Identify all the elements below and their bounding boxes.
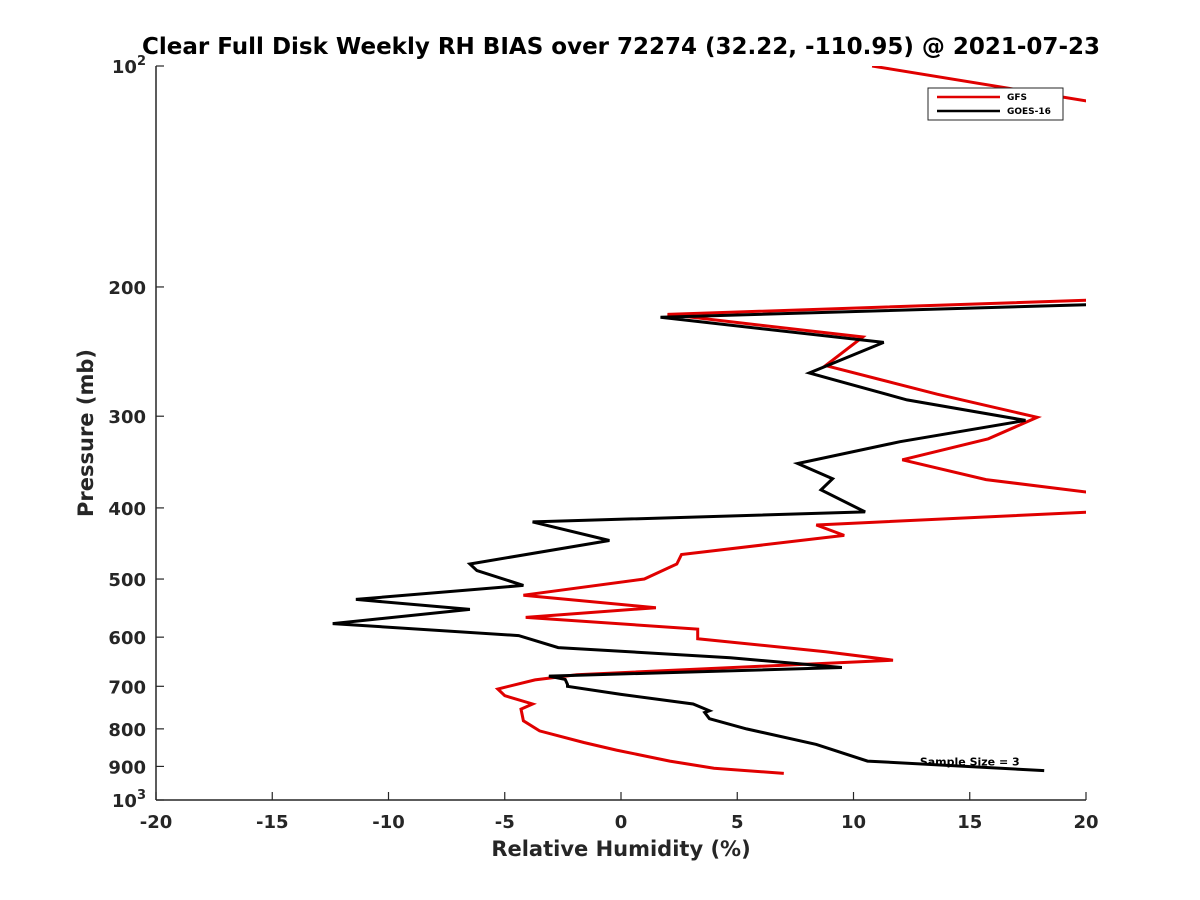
y-tick-label: 600: [108, 628, 146, 649]
series-line-goes-16: [332, 303, 1086, 773]
y-axis-ticks: 102 200 300 400 500 600 700 800 900 103: [108, 54, 164, 812]
x-tick-label: -15: [256, 812, 289, 833]
x-tick-label: 5: [731, 812, 744, 833]
y-tick-label: 700: [108, 677, 146, 698]
x-tick-label: -20: [140, 812, 173, 833]
y-tick-label: 103: [112, 788, 146, 812]
legend-label-goes-16: GOES-16: [1007, 107, 1051, 117]
x-tick-label: 15: [957, 812, 982, 833]
y-tick-label: 300: [108, 407, 146, 428]
x-tick-label: -10: [372, 812, 405, 833]
series-layer: [332, 66, 1086, 775]
sample-size-annotation: Sample Size = 3: [920, 756, 1020, 769]
y-tick-label: 500: [108, 570, 146, 591]
x-tick-label: 10: [841, 812, 866, 833]
legend-box: [927, 87, 1064, 121]
y-tick-label: 900: [108, 757, 146, 778]
x-tick-label: 0: [615, 812, 628, 833]
y-axis-label: Pressure (mb): [74, 349, 98, 517]
y-tick-label: 102: [112, 54, 146, 78]
legend-label-gfs: GFS: [1007, 93, 1027, 103]
y-tick-label: 400: [108, 499, 146, 520]
y-tick-label: 200: [108, 278, 146, 299]
chart-title: Clear Full Disk Weekly RH BIAS over 7227…: [142, 34, 1100, 60]
legend: GFS GOES-16: [927, 87, 1064, 121]
x-axis-ticks: -20 -15 -10 -5 0 5 10 15 20: [140, 792, 1099, 833]
y-tick-label: 800: [108, 720, 146, 741]
x-tick-label: 20: [1073, 812, 1098, 833]
x-tick-label: -5: [495, 812, 515, 833]
series-line-gfs: [494, 66, 1086, 775]
x-axis-label: Relative Humidity (%): [491, 837, 750, 861]
